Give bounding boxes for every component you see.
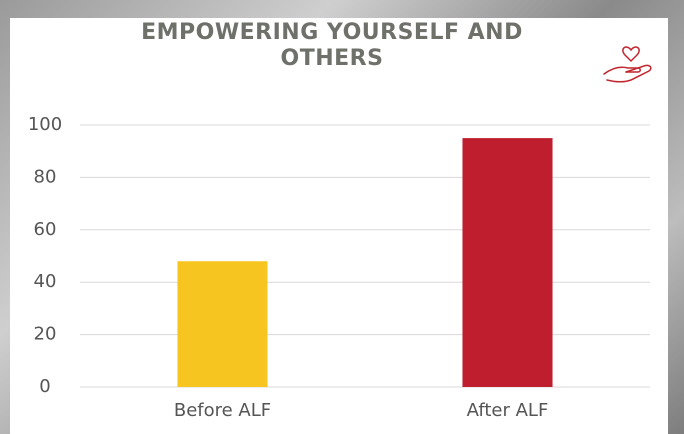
y-tick-label: 100 [28,114,62,135]
y-tick-label: 80 [34,166,57,187]
bar [462,138,553,387]
y-tick-label: 20 [34,324,57,345]
chart-title: EMPOWERING YOURSELF AND OTHERS [141,20,523,71]
y-tick-label: 40 [34,271,57,292]
hand-heart-icon [603,46,652,83]
y-tick-label: 60 [34,219,57,240]
y-tick-label: 0 [39,376,50,397]
bar [177,261,268,387]
x-tick-label: After ALF [467,400,549,421]
card [10,18,668,434]
x-tick-label: Before ALF [174,400,271,421]
